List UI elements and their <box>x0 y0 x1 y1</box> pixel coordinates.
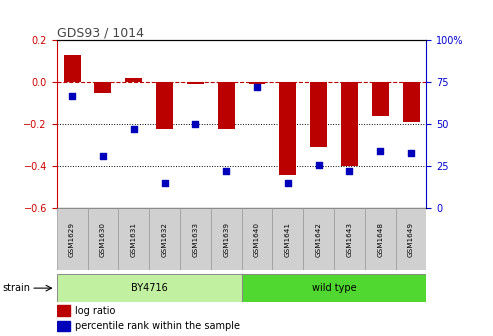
Text: BY4716: BY4716 <box>131 283 168 293</box>
Text: GSM1642: GSM1642 <box>316 222 321 257</box>
Text: strain: strain <box>2 283 31 293</box>
Bar <box>125 78 142 82</box>
Text: GSM1629: GSM1629 <box>69 222 75 257</box>
Point <box>346 169 353 174</box>
Bar <box>156 82 173 128</box>
Bar <box>242 208 272 270</box>
Bar <box>248 82 265 84</box>
Point <box>191 122 199 127</box>
Bar <box>211 208 242 270</box>
Bar <box>242 274 426 302</box>
Text: GSM1643: GSM1643 <box>347 222 352 257</box>
Bar <box>303 208 334 270</box>
Bar <box>310 82 327 148</box>
Point <box>161 180 169 186</box>
Bar <box>187 82 204 84</box>
Bar <box>341 82 358 166</box>
Bar <box>95 82 111 93</box>
Point <box>315 162 322 167</box>
Point <box>253 85 261 90</box>
Point <box>376 149 384 154</box>
Bar <box>88 208 118 270</box>
Text: GSM1641: GSM1641 <box>285 222 291 257</box>
Text: GSM1632: GSM1632 <box>162 222 168 257</box>
Bar <box>57 274 242 302</box>
Text: GSM1631: GSM1631 <box>131 222 137 257</box>
Text: GSM1639: GSM1639 <box>223 222 229 257</box>
Text: log ratio: log ratio <box>75 306 115 316</box>
Bar <box>57 208 88 270</box>
Point <box>99 154 107 159</box>
Text: GSM1649: GSM1649 <box>408 222 414 257</box>
Bar <box>403 82 420 122</box>
Text: GSM1630: GSM1630 <box>100 222 106 257</box>
Text: GSM1640: GSM1640 <box>254 222 260 257</box>
Text: GSM1633: GSM1633 <box>192 222 198 257</box>
Bar <box>64 55 80 82</box>
Bar <box>372 82 388 116</box>
Bar <box>272 208 303 270</box>
Text: wild type: wild type <box>312 283 356 293</box>
Bar <box>57 321 70 331</box>
Bar <box>365 208 395 270</box>
Point <box>222 169 230 174</box>
Point <box>68 93 76 98</box>
Bar <box>218 82 235 128</box>
Bar <box>118 208 149 270</box>
Text: GSM1648: GSM1648 <box>377 222 383 257</box>
Bar <box>149 208 180 270</box>
Bar <box>180 208 211 270</box>
Bar <box>334 208 365 270</box>
Text: GDS93 / 1014: GDS93 / 1014 <box>57 26 143 39</box>
Bar <box>57 305 70 316</box>
Bar <box>395 208 426 270</box>
Point <box>130 127 138 132</box>
Point <box>407 150 415 156</box>
Point <box>284 180 292 186</box>
Bar <box>280 82 296 175</box>
Text: percentile rank within the sample: percentile rank within the sample <box>75 321 240 331</box>
